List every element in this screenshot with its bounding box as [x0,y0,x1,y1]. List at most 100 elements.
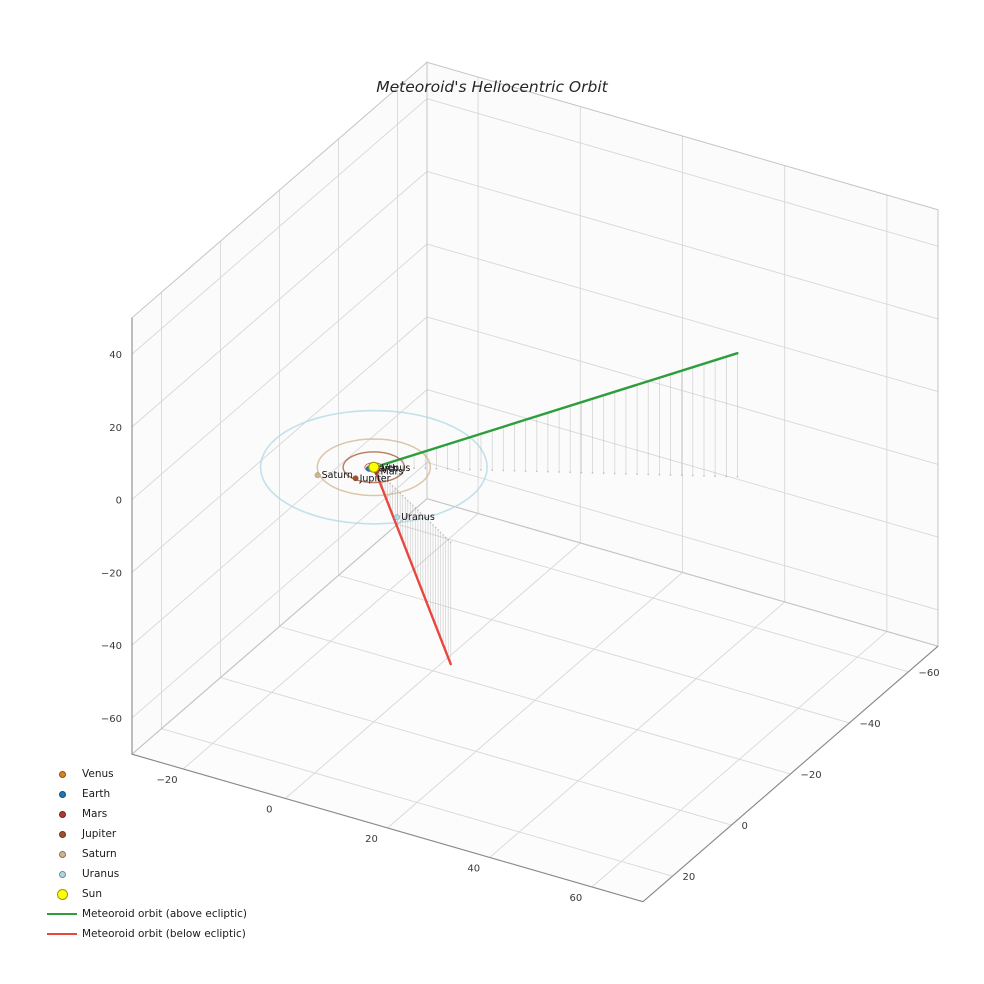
z-tick-label: 20 [109,423,122,434]
legend-dot [58,870,66,878]
stem-foot-dot [390,466,393,469]
stem-foot-dot [636,473,638,475]
legend-label: Saturn [82,848,117,860]
legend-marker-dot [46,888,78,900]
legend-item-meteoroid-orbit-above-ecliptic: Meteoroid orbit (above ecliptic) [46,904,247,924]
stem-foot-dot [480,469,482,471]
stem-foot-dot [435,467,438,470]
stem-foot-dot [422,514,424,517]
legend-item-saturn: Saturn [46,844,247,864]
legend-label: Venus [82,768,114,780]
stem-foot-dot [703,475,705,477]
legend-item-jupiter: Jupiter [46,824,247,844]
legend-item-earth: Earth [46,784,247,804]
x-tick-label: 60 [570,893,583,904]
x-tick-label: −20 [157,775,178,786]
legend-line [47,932,77,936]
stem-foot-dot [602,472,605,475]
stem-foot-dot [404,497,407,499]
x-axis-line [131,753,644,903]
stem-foot-dot [417,509,419,512]
stem-foot-dot [434,526,437,529]
legend-dot [58,790,66,798]
stem-foot-dot [447,538,450,541]
planet-dot-jupiter [352,475,359,482]
legend-marker-dot [46,870,78,878]
stem-foot-dot [402,466,404,469]
grid-line [489,601,785,858]
stem-foot-dot [613,472,616,475]
planet-label-jupiter: Jupiter [359,473,391,484]
stem-foot-dot [647,473,650,476]
legend-dot [58,810,66,818]
stem-foot-dot [396,489,399,492]
stem-foot-dot [384,477,386,480]
legend-marker-dot [46,830,78,838]
stem-foot-dot [401,494,404,497]
y-tick-label: −40 [860,719,881,730]
stem-foot-dot [411,504,414,507]
stem-foot-dot [442,534,444,536]
legend-dot [56,888,68,900]
grid-line [387,572,683,829]
stem-foot-dot [381,475,384,477]
stem-foot-dot [432,524,434,526]
stem-foot-dot [409,502,412,504]
stem-foot-dot [580,471,583,474]
stem-foot-dot [736,475,739,478]
grid-line [591,631,888,888]
stem-foot-dot [524,470,527,472]
z-tick-label: −20 [101,568,122,579]
planet-label-saturn: Saturn [322,470,353,481]
stem-foot-dot [386,480,389,482]
meteoroid-orbit-below [373,468,452,666]
legend-item-uranus: Uranus [46,864,247,884]
legend-marker-dot [46,770,78,778]
legend-dot [58,830,66,838]
stem-foot-dot [446,468,449,470]
planet-dot-saturn [314,472,321,479]
stem-foot-dot [391,484,394,487]
stem-foot-dot [449,541,452,544]
stem-foot-dot [457,468,460,471]
stem-foot-dot [591,472,594,474]
stem-foot-dot [389,482,391,485]
stem-foot-dot [569,471,572,474]
legend-label: Meteoroid orbit (below ecliptic) [82,928,246,940]
y-tick-label: −20 [801,770,822,781]
stem-foot-dot [414,507,417,509]
stem-foot-dot [680,474,683,477]
y-tick-label: 20 [683,872,696,883]
legend-line-swatch [46,932,78,936]
stem-foot-dot [658,473,661,476]
legend: Venus Earth Mars Jupiter Saturn Uranus Sun Mete… [46,764,247,944]
stem-foot-dot [429,521,432,524]
stem-foot-dot [691,474,694,477]
z-tick-label: −60 [101,714,122,725]
legend-label: Jupiter [82,828,117,840]
stem-foot-dot [558,471,560,473]
meteoroid-orbit-above [379,352,739,467]
stem-foot-dot [413,467,415,469]
legend-marker-dot [46,790,78,798]
legend-label: Meteoroid orbit (above ecliptic) [82,908,247,920]
orbit-uranus [259,409,488,525]
stem-foot-dot [444,536,447,539]
legend-item-venus: Venus [46,764,247,784]
planet-label-earth: Earth [373,464,398,475]
stem-foot-dot [669,474,672,476]
grid-line [285,542,581,799]
stem-foot-dot [394,487,397,490]
chart-title: Meteoroid's Heliocentric Orbit [376,78,608,96]
legend-label: Earth [82,788,111,800]
stem-foot-dot [424,516,427,519]
legend-marker-dot [46,810,78,818]
stem-foot-dot [379,472,381,475]
legend-label: Mars [82,808,108,820]
planet-label-uranus: Uranus [401,512,435,523]
stem-foot-dot [502,469,505,472]
y-axis-line [642,645,939,903]
legend-line [47,912,77,916]
